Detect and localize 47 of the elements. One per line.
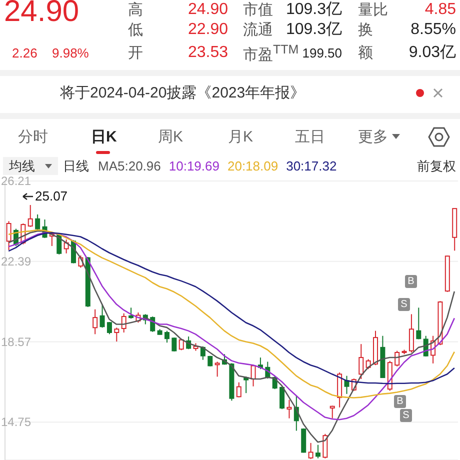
text: 20:18.09 bbox=[227, 158, 278, 174]
text: 23.53 bbox=[188, 44, 228, 61]
candlestick bbox=[92, 308, 98, 335]
text: 日线 bbox=[63, 158, 89, 174]
text: 将于2024-04-20披露《2023年年报》 bbox=[60, 84, 306, 102]
text: 更多 bbox=[358, 128, 388, 146]
text: 量比 bbox=[358, 2, 388, 18]
text: 22.90 bbox=[188, 21, 228, 38]
text: 24.90 bbox=[188, 1, 228, 18]
y-tick-label: 18.57 bbox=[1, 334, 32, 349]
text: 分时 bbox=[18, 128, 48, 146]
text: 8.55% bbox=[410, 21, 456, 38]
text: 均线 bbox=[9, 158, 35, 174]
candlestick bbox=[315, 444, 320, 459]
text: 开 bbox=[128, 44, 143, 62]
annotation: 25.07 bbox=[35, 188, 68, 204]
y-tick-label: 14.75 bbox=[1, 415, 32, 430]
y-tick-label: 26.21 bbox=[1, 174, 32, 188]
text: 低 bbox=[128, 22, 143, 38]
annotation: B bbox=[405, 275, 417, 288]
text: 2.26 bbox=[12, 46, 38, 60]
text: 9.98% bbox=[52, 46, 89, 60]
annotation: S bbox=[398, 298, 410, 311]
text: 前复权 bbox=[417, 158, 456, 174]
text: 市值 bbox=[243, 2, 273, 18]
annotation: S bbox=[400, 409, 412, 422]
annotation: B bbox=[394, 395, 406, 408]
text: 五日 bbox=[295, 128, 325, 146]
text: 日K bbox=[91, 128, 117, 146]
text: MA5:20.96 bbox=[98, 158, 161, 174]
text: 24.90 bbox=[4, 0, 80, 28]
text: 市盈$^{TTM}$ bbox=[243, 42, 299, 64]
text: 30:17.32 bbox=[286, 158, 337, 174]
text: 199.50 bbox=[302, 46, 342, 60]
text: 109.3亿 bbox=[286, 1, 342, 18]
text: 周K bbox=[158, 128, 184, 146]
text: 高 bbox=[128, 2, 143, 18]
text: 4.85 bbox=[424, 1, 456, 18]
text: 月K bbox=[228, 128, 254, 146]
text: 10:19.69 bbox=[168, 158, 220, 174]
text: 流通 bbox=[243, 22, 273, 38]
candlestick bbox=[286, 399, 292, 419]
text: 额 bbox=[358, 44, 373, 62]
text: 109.3亿 bbox=[286, 21, 342, 38]
text: 9.03亿 bbox=[408, 44, 456, 61]
text: 换 bbox=[358, 22, 373, 38]
y-tick-label: 22.39 bbox=[1, 254, 32, 268]
